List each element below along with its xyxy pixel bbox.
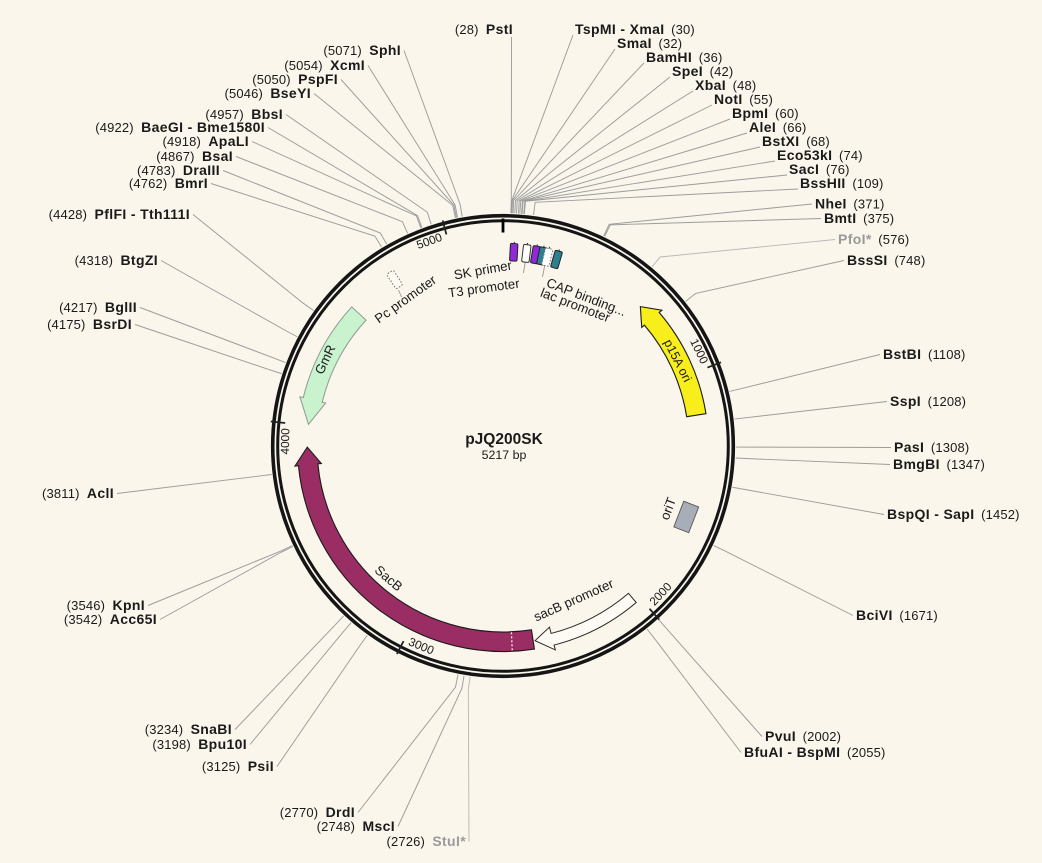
svg-text:(3198) Bpu10I: (3198) Bpu10I [152,736,247,752]
svg-text:Eco53kI (74): Eco53kI (74) [777,147,863,163]
svg-text:(5054) XcmI: (5054) XcmI [284,57,365,73]
svg-text:BssHII (109): BssHII (109) [800,175,883,191]
svg-text:BciVI (1671): BciVI (1671) [856,607,938,623]
svg-text:BssSI (748): BssSI (748) [847,252,925,268]
svg-text:BamHI (36): BamHI (36) [646,49,722,65]
svg-text:XbaI (48): XbaI (48) [695,77,756,93]
svg-text:(3546) KpnI: (3546) KpnI [67,597,145,613]
svg-text:(4318) BtgZI: (4318) BtgZI [75,252,158,268]
svg-text:PvuI (2002): PvuI (2002) [765,728,841,744]
svg-text:(2726) StuI*: (2726) StuI* [387,833,467,849]
svg-text:(4428) PflFI - Tth111I: (4428) PflFI - Tth111I [49,206,190,222]
svg-text:PfoI* (576): PfoI* (576) [838,231,909,247]
svg-text:SacI (76): SacI (76) [789,161,850,177]
svg-text:(4918) ApaLI: (4918) ApaLI [163,133,249,149]
svg-text:pJQ200SK: pJQ200SK [465,431,543,448]
svg-text:(3234) SnaBI: (3234) SnaBI [145,721,232,737]
svg-text:(4217) BglII: (4217) BglII [59,299,137,315]
svg-text:AleI (66): AleI (66) [749,119,806,135]
svg-text:SpeI (42): SpeI (42) [672,63,733,79]
svg-text:(4762) BmrI: (4762) BmrI [129,175,208,191]
svg-text:5217 bp: 5217 bp [482,448,527,462]
svg-text:(4957) BbsI: (4957) BbsI [205,106,283,122]
svg-text:SspI (1208): SspI (1208) [890,393,966,409]
svg-text:TspMI - XmaI (30): TspMI - XmaI (30) [575,21,695,37]
svg-text:BmgBI (1347): BmgBI (1347) [893,456,985,472]
svg-text:(4783) DraIII: (4783) DraIII [137,162,220,178]
svg-text:SmaI (32): SmaI (32) [617,35,682,51]
svg-text:(2748) MscI: (2748) MscI [317,818,395,834]
svg-text:(28) PstI: (28) PstI [455,21,513,37]
svg-text:BfuAI - BspMI (2055): BfuAI - BspMI (2055) [744,744,885,760]
svg-text:(4922) BaeGI - Bme1580I: (4922) BaeGI - Bme1580I [95,119,265,135]
svg-text:(4867) BsaI: (4867) BsaI [156,148,233,164]
svg-text:BspQI - SapI (1452): BspQI - SapI (1452) [887,506,1020,522]
svg-text:(3542) Acc65I: (3542) Acc65I [64,611,157,627]
svg-text:(4175) BsrDI: (4175) BsrDI [47,316,132,332]
svg-text:NheI (371): NheI (371) [815,196,885,212]
svg-text:(5071) SphI: (5071) SphI [323,42,401,58]
svg-text:BpmI (60): BpmI (60) [732,105,799,121]
svg-text:(3125) PsiI: (3125) PsiI [202,758,274,774]
svg-text:BstXI (68): BstXI (68) [762,133,830,149]
svg-text:BmtI (375): BmtI (375) [824,210,894,226]
svg-text:NotI (55): NotI (55) [714,91,773,107]
svg-text:PasI (1308): PasI (1308) [894,439,969,455]
svg-text:4000: 4000 [278,428,293,455]
svg-text:BstBI (1108): BstBI (1108) [883,346,965,362]
svg-text:(5046) BseYI: (5046) BseYI [225,85,312,101]
svg-text:(2770) DrdI: (2770) DrdI [280,804,355,820]
svg-text:(5050) PspFI: (5050) PspFI [252,71,338,87]
svg-text:(3811) AclI: (3811) AclI [42,485,114,501]
